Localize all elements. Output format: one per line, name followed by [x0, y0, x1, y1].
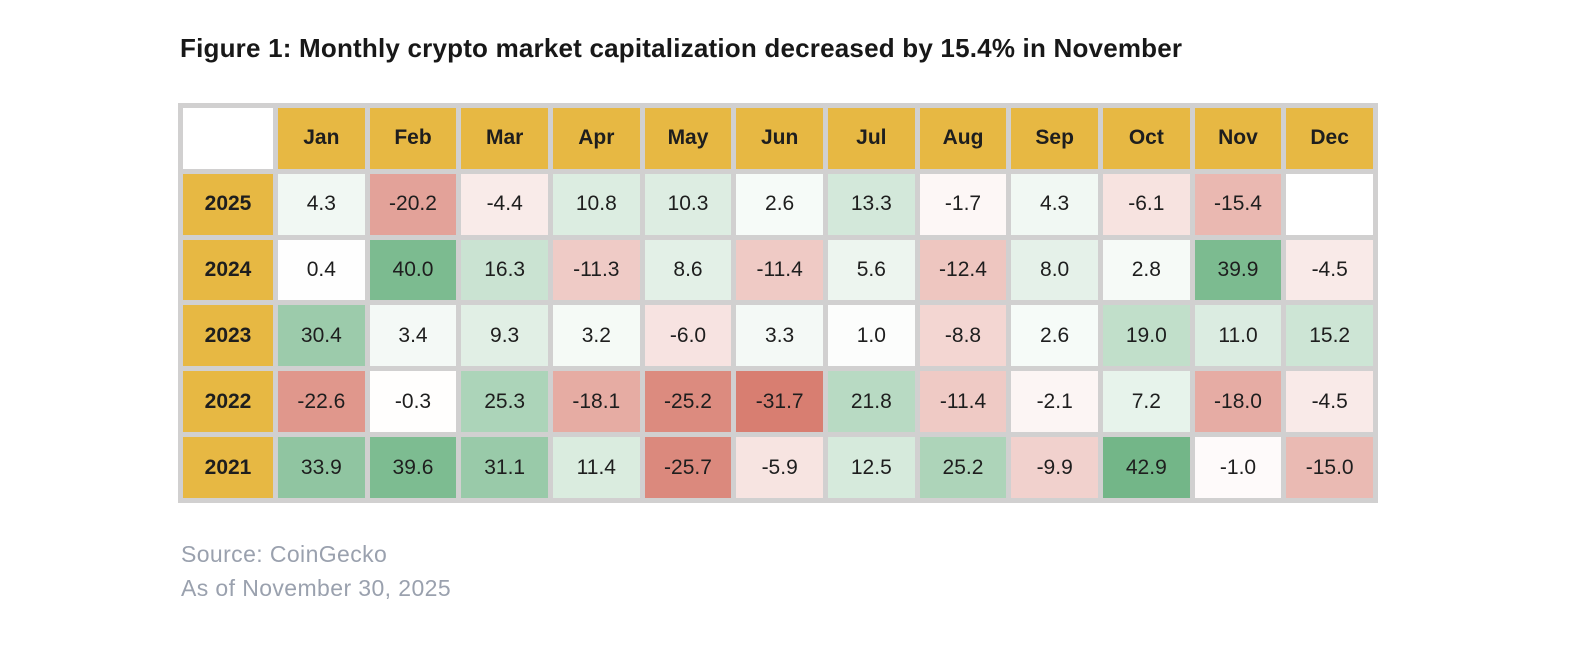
heatmap-cell: 30.4 [278, 305, 365, 367]
source-line: Source: CoinGecko [181, 541, 388, 567]
row-header-2023: 2023 [183, 305, 273, 367]
heatmap-cell: -1.0 [1194, 437, 1282, 498]
col-header-aug: Aug [919, 108, 1007, 169]
heatmap-cell: -18.1 [552, 371, 640, 433]
col-header-may: May [644, 108, 732, 169]
heatmap-cell: 4.3 [278, 173, 365, 235]
heatmap-cell: 0.4 [278, 239, 365, 301]
heatmap-cell: 2.6 [736, 173, 823, 235]
heatmap-cell: 13.3 [827, 173, 915, 235]
col-header-oct: Oct [1102, 108, 1190, 169]
figure-title: Figure 1: Monthly crypto market capitali… [180, 33, 1183, 63]
heatmap-cell: 15.2 [1286, 305, 1373, 367]
as-of-line: As of November 30, 2025 [181, 575, 452, 601]
heatmap-cell: 11.0 [1194, 305, 1282, 367]
heatmap-cell: -6.1 [1102, 173, 1190, 235]
col-header-jul: Jul [827, 108, 915, 169]
col-header-dec: Dec [1286, 108, 1373, 169]
heatmap-cell: -9.9 [1011, 437, 1098, 498]
heatmap-cell: 10.8 [552, 173, 640, 235]
heatmap-cell: 8.0 [1011, 239, 1098, 301]
heatmap-cell: -1.7 [919, 173, 1007, 235]
source-note: Source: CoinGecko As of November 30, 202… [181, 537, 451, 605]
heatmap-cell: 10.3 [644, 173, 732, 235]
heatmap-cell: -6.0 [644, 305, 732, 367]
heatmap-cell: 39.6 [369, 437, 457, 498]
heatmap-cell: 39.9 [1194, 239, 1282, 301]
corner-cell [183, 108, 273, 169]
heatmap-cell: -15.4 [1194, 173, 1282, 235]
row-header-2025: 2025 [183, 173, 273, 235]
heatmap-cell: -0.3 [369, 371, 457, 433]
col-header-apr: Apr [552, 108, 640, 169]
heatmap-cell: 42.9 [1102, 437, 1190, 498]
heatmap-cell: -8.8 [919, 305, 1007, 367]
col-header-sep: Sep [1011, 108, 1098, 169]
heatmap-cell: -18.0 [1194, 371, 1282, 433]
heatmap-cell: 33.9 [278, 437, 365, 498]
heatmap-cell: 31.1 [461, 437, 548, 498]
heatmap-cell: -12.4 [919, 239, 1007, 301]
col-header-jun: Jun [736, 108, 823, 169]
heatmap-cell: 9.3 [461, 305, 548, 367]
heatmap-cell: -20.2 [369, 173, 457, 235]
heatmap-cell: 25.2 [919, 437, 1007, 498]
heatmap-cell: -4.5 [1286, 239, 1373, 301]
heatmap-cell: 4.3 [1011, 173, 1098, 235]
col-header-mar: Mar [461, 108, 548, 169]
row-header-2022: 2022 [183, 371, 273, 433]
heatmap-cell: 2.8 [1102, 239, 1190, 301]
heatmap-cell: 19.0 [1102, 305, 1190, 367]
heatmap-cell: -25.7 [644, 437, 732, 498]
heatmap-cell: 3.2 [552, 305, 640, 367]
heatmap-cell: 40.0 [369, 239, 457, 301]
heatmap-cell: 16.3 [461, 239, 548, 301]
heatmap-cell: 3.4 [369, 305, 457, 367]
heatmap-cell [1286, 173, 1373, 235]
row-header-2021: 2021 [183, 437, 273, 498]
heatmap-cell: -11.3 [552, 239, 640, 301]
col-header-jan: Jan [278, 108, 365, 169]
heatmap-cell: -2.1 [1011, 371, 1098, 433]
row-header-2024: 2024 [183, 239, 273, 301]
heatmap-cell: 11.4 [552, 437, 640, 498]
heatmap-cell: -25.2 [644, 371, 732, 433]
heatmap-cell: -31.7 [736, 371, 823, 433]
heatmap-cell: 2.6 [1011, 305, 1098, 367]
col-header-feb: Feb [369, 108, 457, 169]
heatmap-cell: 12.5 [827, 437, 915, 498]
heatmap-cell: 25.3 [461, 371, 548, 433]
heatmap-cell: 3.3 [736, 305, 823, 367]
heatmap-cell: 1.0 [827, 305, 915, 367]
heatmap-cell: -22.6 [278, 371, 365, 433]
heatmap-cell: 21.8 [827, 371, 915, 433]
heatmap-cell: -11.4 [919, 371, 1007, 433]
col-header-nov: Nov [1194, 108, 1282, 169]
heatmap-cell: 8.6 [644, 239, 732, 301]
heatmap-cell: -4.4 [461, 173, 548, 235]
heatmap-cell: 7.2 [1102, 371, 1190, 433]
heatmap-cell: -11.4 [736, 239, 823, 301]
heatmap-cell: -5.9 [736, 437, 823, 498]
heatmap-cell: 5.6 [827, 239, 915, 301]
heatmap-table: Jan Feb Mar Apr May Jun Jul Aug Sep Oct Nov Dec 2025… [178, 103, 1378, 503]
heatmap-cell: -15.0 [1286, 437, 1373, 498]
heatmap-cell: -4.5 [1286, 371, 1373, 433]
